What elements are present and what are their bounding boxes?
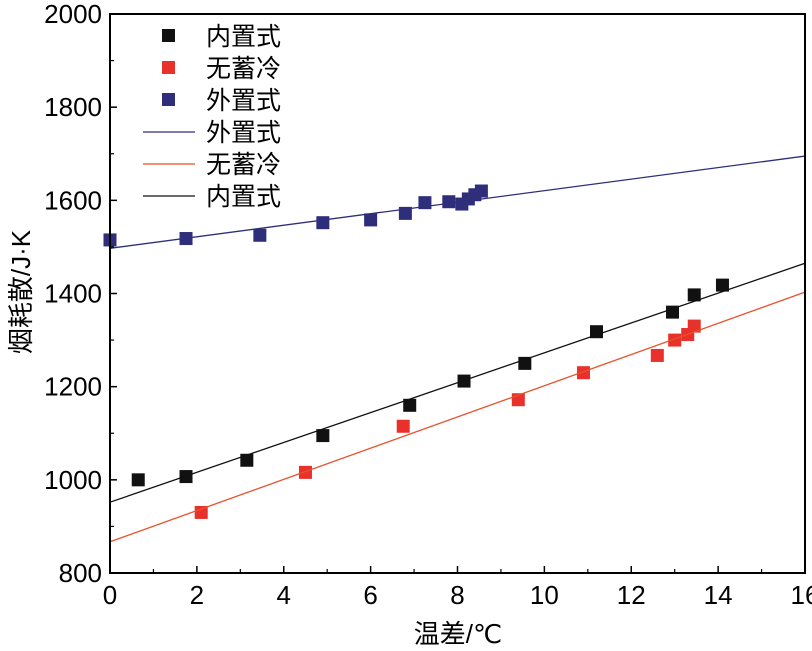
data-point [194, 505, 208, 519]
y-tick-label: 800 [59, 558, 102, 588]
legend-marker-swatch [162, 61, 175, 74]
x-tick-label: 4 [277, 580, 291, 610]
data-point [364, 213, 378, 227]
x-tick-label: 16 [791, 580, 812, 610]
legend-label: 内置式 [206, 183, 281, 211]
legend-label: 无蓄冷 [206, 55, 281, 83]
y-tick-label: 1600 [44, 185, 102, 215]
x-tick-label: 14 [704, 580, 733, 610]
y-tick-label: 1200 [44, 372, 102, 402]
legend-label: 外置式 [206, 119, 281, 147]
data-point [316, 429, 330, 443]
data-point [442, 195, 456, 209]
data-point [590, 325, 603, 339]
data-point [396, 419, 410, 433]
axis-ticks: 0 2 4 6 8 10 12 14 16 800 1000 1200 1400 1600 1800 2000 [44, 0, 812, 610]
y-axis-title: 烟耗散/J·K [6, 229, 36, 354]
x-tick-label: 6 [363, 580, 377, 610]
x-axis-title: 温差/℃ [414, 619, 502, 649]
data-point [666, 305, 680, 319]
legend-marker-swatch [162, 29, 175, 42]
y-tick-label: 1000 [44, 465, 102, 495]
data-point [715, 278, 729, 292]
data-point [576, 366, 590, 380]
data-point [518, 356, 532, 370]
legend-marker-swatch [162, 93, 175, 106]
data-point [474, 184, 488, 198]
data-point [240, 453, 254, 467]
fit-line [109, 155, 806, 249]
data-point [668, 333, 682, 347]
legend-label: 外置式 [206, 87, 281, 115]
y-tick-label: 1800 [44, 92, 102, 122]
x-tick-label: 0 [103, 580, 117, 610]
data-point [403, 398, 417, 412]
legend-label: 内置式 [206, 23, 281, 51]
data-point [650, 348, 664, 362]
data-point [298, 465, 312, 479]
data-point [131, 473, 145, 487]
x-tick-label: 12 [617, 580, 646, 610]
plot-series-layer [103, 155, 806, 543]
x-tick-label: 10 [530, 580, 559, 610]
data-point [687, 319, 701, 333]
x-tick-label: 2 [190, 580, 204, 610]
y-tick-label: 1400 [44, 279, 102, 309]
x-tick-label: 8 [450, 580, 464, 610]
data-point [253, 228, 267, 242]
data-point [316, 216, 330, 230]
data-point [687, 288, 701, 302]
fit-line [109, 262, 806, 503]
legend-label: 无蓄冷 [206, 151, 281, 179]
y-tick-label: 2000 [44, 0, 102, 29]
fit-line [109, 291, 806, 543]
